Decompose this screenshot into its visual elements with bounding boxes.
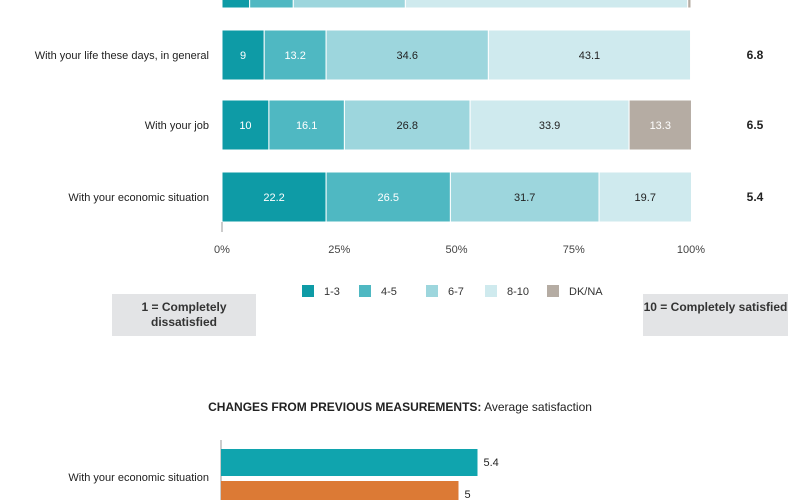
legend-swatch — [485, 285, 497, 297]
segment-value-label: 22.2 — [263, 192, 284, 204]
category-label: With your economic situation — [68, 192, 209, 204]
bar-segment-8-10 — [487, 29, 692, 81]
segment-value-label: 26.8 — [397, 120, 418, 132]
segment-value-label: 43.1 — [579, 50, 600, 62]
bar-segment-4-5 — [268, 99, 345, 151]
legend-swatch — [302, 285, 314, 297]
bar-segment-partial — [249, 0, 294, 9]
bar-segment-4-5 — [263, 29, 327, 81]
average-bar-value: 5.4 — [484, 457, 499, 469]
bar-segment-6-7 — [325, 29, 489, 81]
segment-value-label: 13.2 — [284, 50, 305, 62]
legend-label: DK/NA — [569, 286, 603, 298]
bar-segment-8-10 — [598, 171, 692, 223]
legend-label: 6-7 — [448, 286, 464, 298]
segment-value-label: 31.7 — [514, 192, 535, 204]
x-tick-label: 25% — [328, 244, 350, 256]
legend-swatch — [547, 285, 559, 297]
x-tick-label: 100% — [677, 244, 705, 256]
category-label: With your economic situation — [68, 472, 209, 484]
average-value-label: 5.4 — [747, 190, 764, 204]
legend-label: 8-10 — [507, 286, 529, 298]
legend-label: 4-5 — [381, 286, 397, 298]
category-label: With your job — [145, 120, 209, 132]
segment-value-label: 13.3 — [650, 120, 671, 132]
legend-swatch — [426, 285, 438, 297]
bar-segment-partial — [404, 0, 689, 9]
bar-segment-1-3 — [221, 171, 327, 223]
bar-segment-partial — [687, 0, 692, 9]
average-value-label: 6.8 — [747, 48, 764, 62]
bar-segment-6-7 — [449, 171, 600, 223]
average-value-label: 6.5 — [747, 118, 764, 132]
stacked-satisfaction-chart: 9 13.2 34.6 43.1 10 16.1 26.8 33.9 13.3 22.2 26.5 3… — [35, 0, 764, 298]
average-bar-value: 5 — [465, 489, 471, 500]
segment-value-label: 26.5 — [378, 192, 399, 204]
legend-swatch — [359, 285, 371, 297]
category-label: With your life these days, in general — [35, 50, 209, 62]
segment-value-label: 9 — [240, 50, 246, 62]
x-tick-label: 75% — [563, 244, 585, 256]
segment-value-label: 19.7 — [635, 192, 656, 204]
segment-value-label: 33.9 — [539, 120, 560, 132]
scale-right-note: 10 = Completely satisfied — [643, 294, 788, 336]
segment-value-label: 16.1 — [296, 120, 317, 132]
bar-segment-partial — [292, 0, 406, 9]
changes-title: CHANGES FROM PREVIOUS MEASUREMENTS: Aver… — [0, 400, 800, 414]
bar-segment-6-7 — [343, 99, 471, 151]
average-bar-current — [221, 449, 478, 476]
segment-value-label: 34.6 — [397, 50, 418, 62]
x-tick-label: 0% — [214, 244, 230, 256]
changes-title-bold: CHANGES FROM PREVIOUS MEASUREMENTS: — [208, 400, 482, 414]
segment-value-label: 10 — [239, 120, 251, 132]
average-bar-previous — [221, 481, 459, 500]
bar-segment-1-3 — [221, 29, 265, 81]
x-tick-label: 50% — [445, 244, 467, 256]
bar-segment-1-3 — [221, 99, 270, 151]
average-change-chart: 5.4 5 With your economic situation — [68, 440, 499, 500]
scale-left-note: 1 = Completely dissatisfied — [112, 294, 256, 336]
legend-label: 1-3 — [324, 286, 340, 298]
changes-title-rest: Average satisfaction — [484, 400, 592, 414]
bar-segment-partial — [221, 0, 251, 9]
bar-segment-dk-na — [628, 99, 692, 151]
bar-segment-8-10 — [469, 99, 630, 151]
